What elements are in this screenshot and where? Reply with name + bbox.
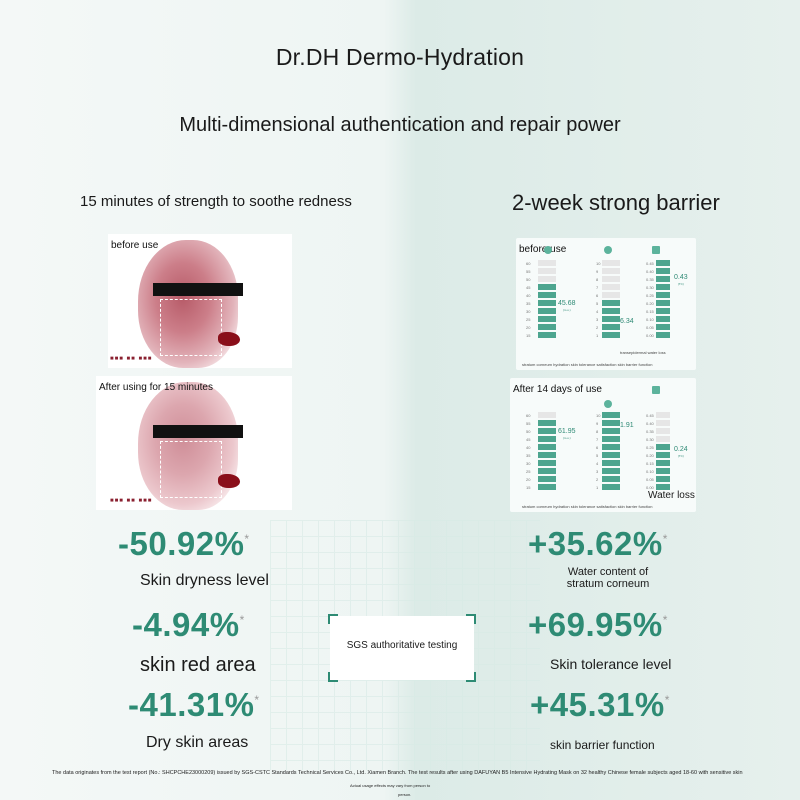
after-face-image: ■■■ ■■ ■■■ After using for 15 minutes — [96, 376, 292, 510]
stat-label: skin red area — [140, 654, 256, 676]
tolerance-gauge — [602, 260, 620, 340]
before-gauges-panel: before use 60 55 50 45 40 35 30 25 20 15 45.68 (m.… — [516, 238, 696, 370]
before-caption: before use — [519, 244, 567, 255]
calibration-marks: ■■■ ■■ ■■■ — [110, 356, 153, 362]
hydration-value: 45.68 (m.u.) — [558, 300, 576, 312]
sgs-label: SGS authoritative testing — [346, 640, 458, 651]
hydration-value: 61.95 (m.u.) — [558, 428, 576, 440]
chart-footer: stratum corneum hydration skin tolerance… — [522, 504, 653, 509]
footnote-line: The data originates from the test report… — [52, 770, 743, 776]
barrier-tag: transepidermal water loss — [620, 350, 666, 355]
axis-hydration: 60 55 50 45 40 35 30 25 20 15 — [526, 261, 531, 338]
barrier-icon — [652, 246, 660, 254]
smiley-face-icon — [604, 400, 612, 408]
eye-privacy-bar — [153, 283, 243, 296]
stat-label: Dry skin areas — [146, 734, 249, 751]
tolerance-value: 1.91 — [620, 422, 634, 429]
hydration-gauge — [538, 412, 556, 492]
stat-value: +45.31%* — [530, 686, 670, 723]
before-face-image: ■■■ ■■ ■■■ before use — [108, 234, 292, 368]
sgs-badge: SGS authoritative testing — [328, 614, 476, 682]
footnote-line: person. — [398, 792, 412, 797]
after-caption: After 14 days of use — [513, 384, 602, 395]
calibration-marks: ■■■ ■■ ■■■ — [110, 498, 153, 504]
barrier-value: 0.24 (TC) — [674, 446, 688, 458]
left-heading: 15 minutes of strength to soothe redness — [80, 193, 352, 210]
water-drop-icon — [544, 246, 552, 254]
corner-bracket — [466, 672, 476, 682]
page-subtitle: Multi-dimensional authentication and rep… — [179, 114, 621, 136]
stat-label: Skin dryness level — [140, 572, 269, 589]
after-gauges-panel: After 14 days of use 60 55 50 45 40 35 30 25 20 1… — [510, 378, 696, 512]
tolerance-value: 6.34 — [620, 318, 634, 325]
eye-privacy-bar — [153, 425, 243, 438]
measurement-region — [160, 299, 222, 356]
stat-value: +69.95%* — [528, 606, 668, 643]
stat-value: -41.31%* — [128, 686, 260, 723]
stat-value: +35.62%* — [528, 525, 668, 562]
after-caption: After using for 15 minutes — [99, 382, 213, 393]
axis-hydration: 60 55 50 45 40 35 30 25 20 15 — [526, 413, 531, 490]
corner-bracket — [466, 614, 476, 624]
right-heading: 2-week strong barrier — [512, 190, 720, 215]
footnote-line: Actual usage effects may vary from perso… — [350, 783, 431, 788]
axis-barrier: 0.45 0.40 0.35 0.30 0.25 0.20 0.15 0.10 0.05 0.00 — [646, 413, 654, 490]
before-caption: before use — [111, 240, 159, 251]
tolerance-gauge — [602, 412, 620, 492]
axis-barrier: 0.45 0.40 0.35 0.30 0.25 0.20 0.15 0.10 0.05 0.00 — [646, 261, 654, 338]
stat-label: skin barrier function — [550, 738, 655, 752]
stat-value: -4.94%* — [132, 606, 245, 643]
barrier-value: 0.43 (TC) — [674, 274, 688, 286]
corner-bracket — [328, 614, 338, 624]
page-title: Dr.DH Dermo-Hydration — [275, 44, 525, 70]
stat-label: Skin tolerance level — [550, 656, 672, 672]
axis-tolerance: 10 9 8 7 6 5 4 3 2 1 — [596, 261, 601, 338]
measurement-region — [160, 441, 222, 498]
stat-value: -50.92%* — [118, 525, 250, 562]
corner-bracket — [328, 672, 338, 682]
stat-label: Water content of stratum corneum — [566, 566, 650, 590]
barrier-gauge — [656, 260, 670, 340]
hydration-gauge — [538, 260, 556, 340]
axis-tolerance: 10 9 8 7 6 5 4 3 2 1 — [596, 413, 601, 490]
water-loss-label: Water loss — [648, 490, 695, 501]
smiley-face-icon — [604, 246, 612, 254]
barrier-icon — [652, 386, 660, 394]
lip-region — [218, 474, 240, 488]
barrier-gauge — [656, 412, 670, 492]
chart-footer: stratum corneum hydration skin tolerance… — [522, 362, 653, 367]
lip-region — [218, 332, 240, 346]
